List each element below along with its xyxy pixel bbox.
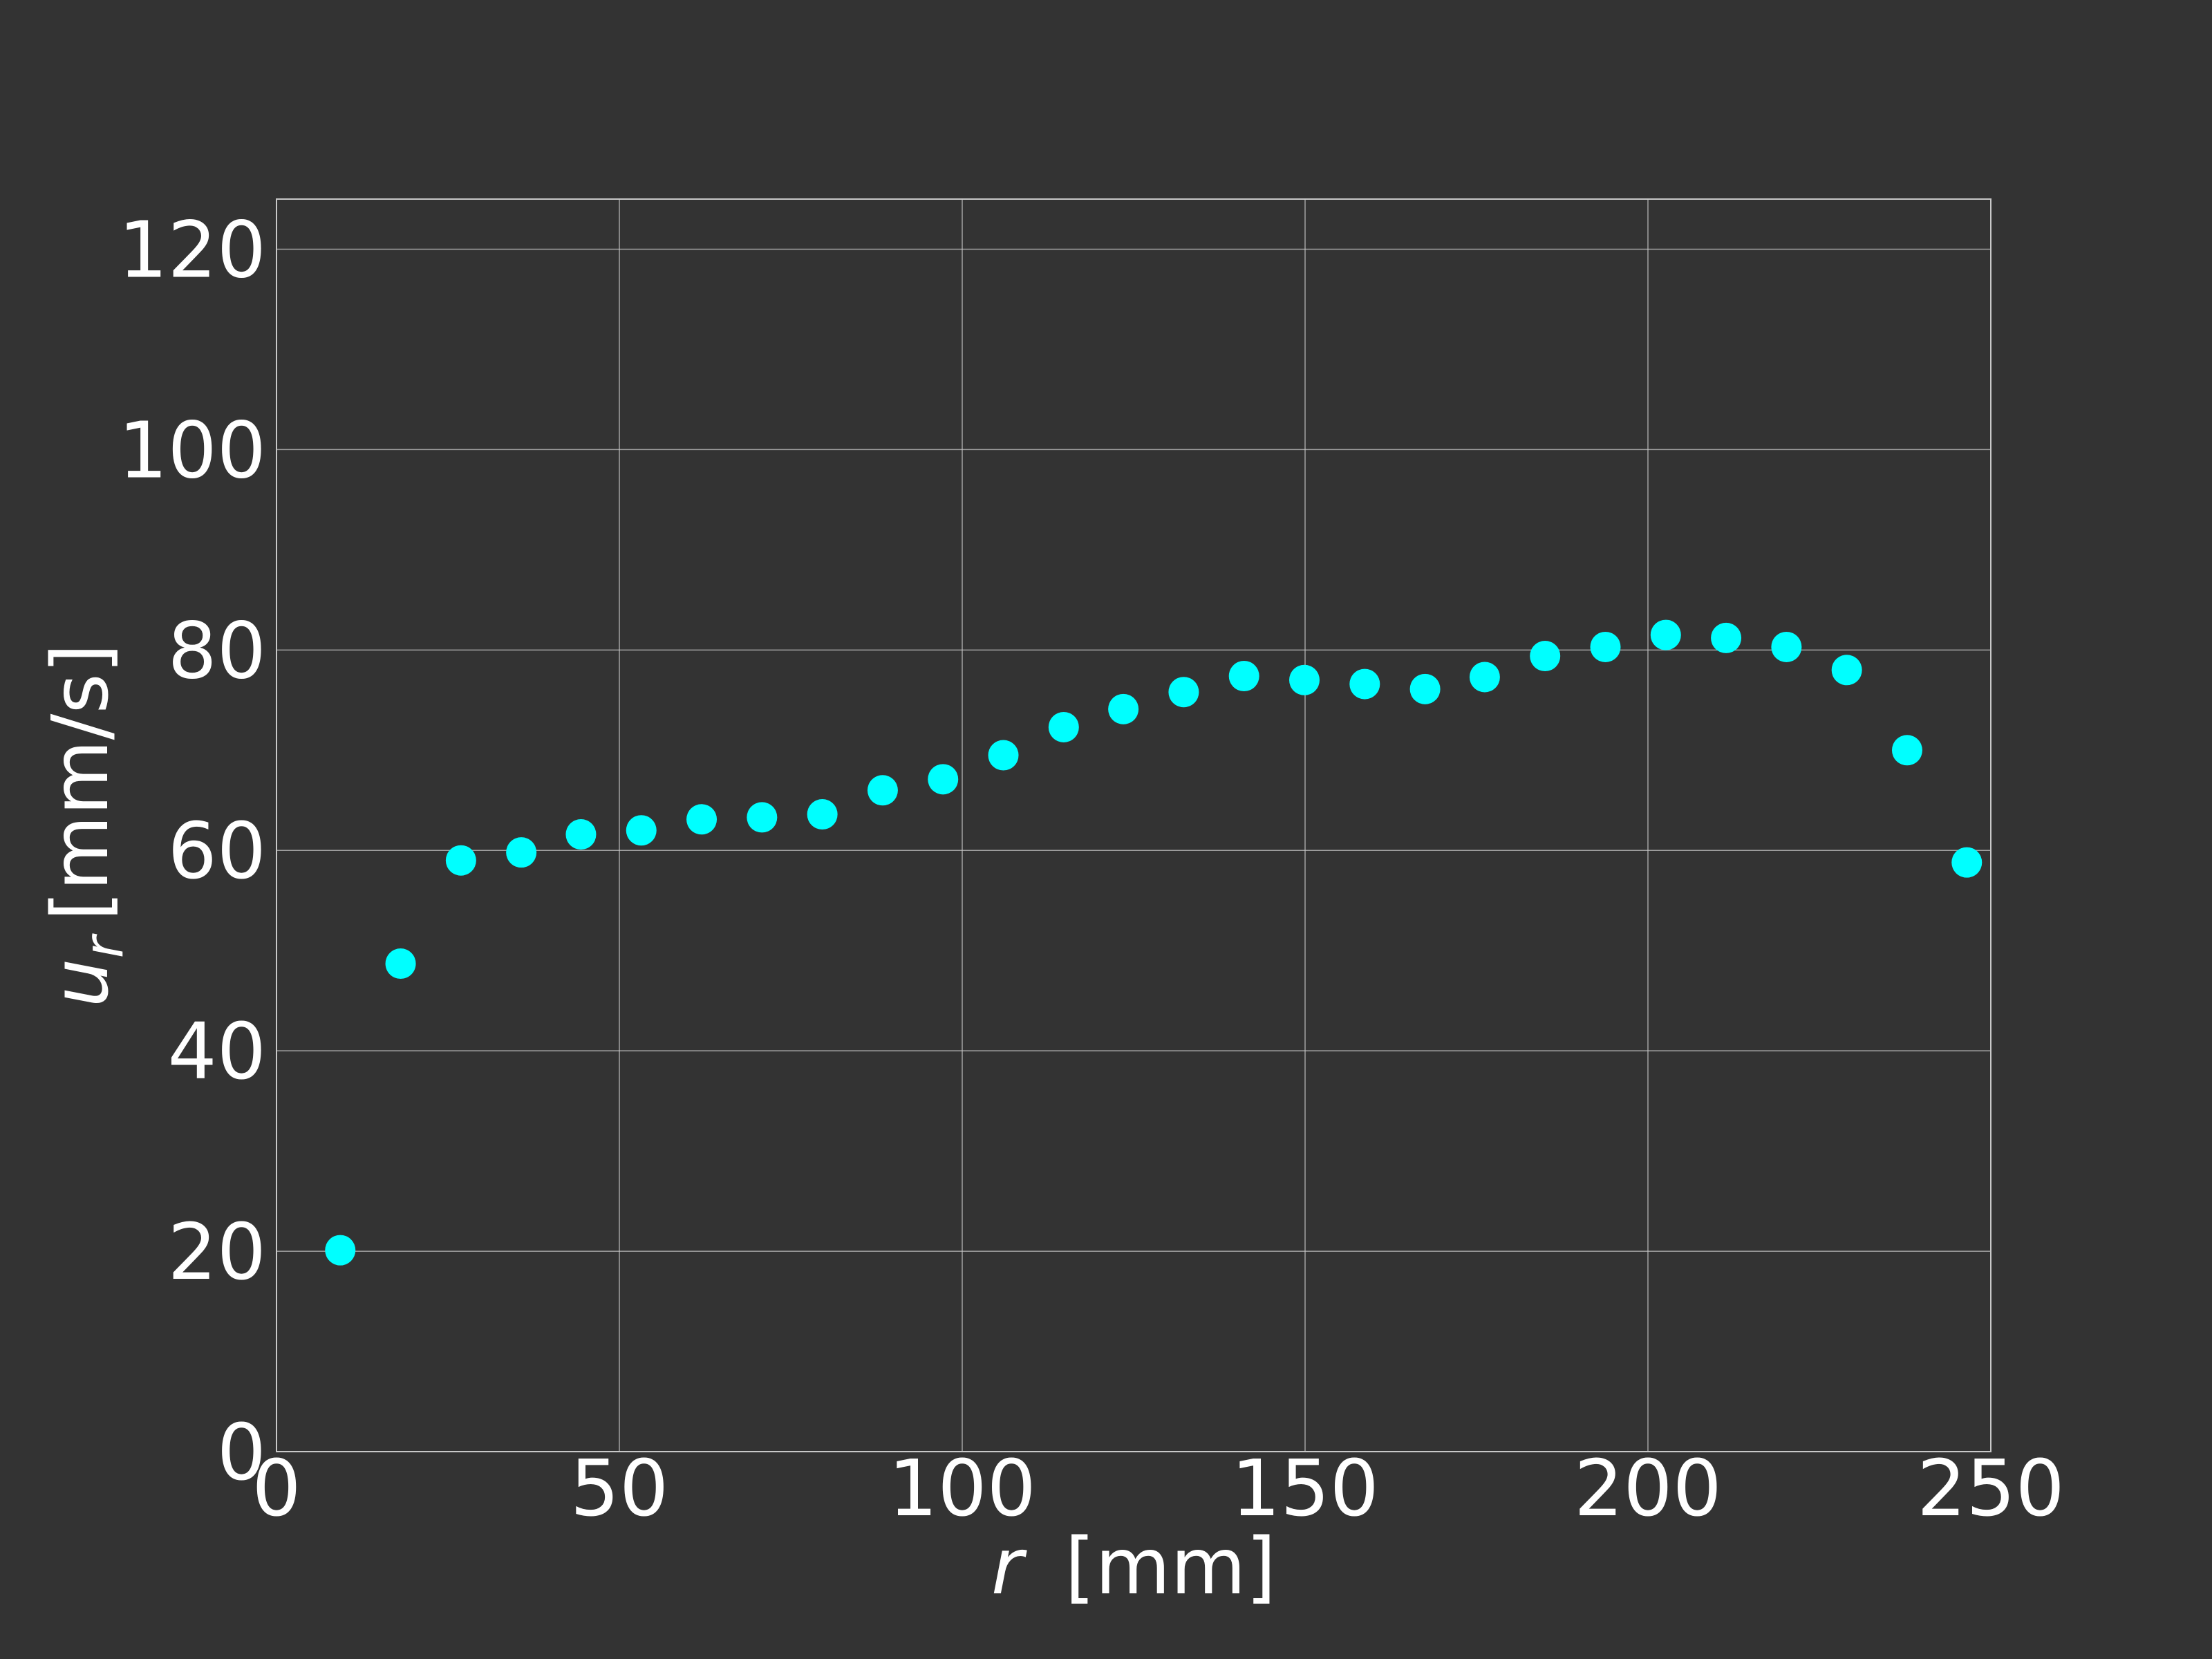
y-tick-label: 40: [167, 1007, 266, 1097]
data-point: [1048, 711, 1079, 742]
data-point: [445, 845, 476, 876]
data-point: [1469, 662, 1500, 693]
y-tick-label: 0: [217, 1408, 266, 1498]
x-tick-label: 100: [888, 1444, 1036, 1534]
data-point: [385, 948, 416, 980]
x-tick-label: 150: [1231, 1444, 1379, 1534]
y-axis-subscript: r: [73, 932, 135, 958]
data-point: [626, 815, 657, 846]
y-tick-label: 20: [167, 1208, 266, 1297]
data-point: [686, 804, 718, 835]
data-point: [1108, 693, 1139, 724]
data-point: [1891, 735, 1922, 766]
x-axis-label: r [mm]: [991, 1522, 1276, 1612]
x-tick-label: 250: [1917, 1444, 2065, 1534]
data-point: [1349, 668, 1380, 700]
data-point: [1228, 661, 1259, 692]
data-point: [1168, 677, 1199, 708]
data-point: [565, 819, 597, 850]
data-point: [1951, 847, 1983, 878]
data-point: [1289, 664, 1320, 695]
y-axis-label: ur [mm/s]: [36, 644, 135, 1008]
data-point: [928, 764, 959, 795]
data-point: [506, 837, 537, 868]
data-point: [747, 802, 778, 833]
y-tick-label: 100: [118, 406, 266, 496]
y-tick-label: 80: [167, 606, 266, 696]
data-point: [1530, 641, 1561, 672]
data-point: [1771, 631, 1802, 662]
y-tick-label: 60: [167, 807, 266, 897]
y-axis-variable: u: [36, 958, 126, 1007]
data-point: [1409, 673, 1441, 704]
data-points: [325, 619, 1983, 1266]
data-point: [1650, 619, 1681, 650]
grid: [276, 199, 1991, 1452]
x-axis-unit: [mm]: [1065, 1522, 1277, 1612]
data-point: [1590, 631, 1621, 662]
data-point: [325, 1235, 356, 1266]
y-axis-unit: [mm/s]: [36, 644, 126, 921]
x-tick-label: 0: [252, 1444, 301, 1534]
data-point: [807, 799, 838, 830]
y-tick-label: 120: [118, 205, 266, 295]
x-tick-label: 200: [1574, 1444, 1722, 1534]
x-tick-label: 50: [570, 1444, 669, 1534]
data-point: [1831, 655, 1862, 686]
data-point: [988, 740, 1019, 771]
plot-frame: [276, 198, 1991, 1452]
y-tick-labels: 0 20 40 60 80 100 120: [118, 205, 266, 1498]
data-point: [1711, 622, 1742, 653]
x-axis-variable: r: [991, 1522, 1027, 1612]
data-point: [867, 775, 898, 806]
x-tick-labels: 0 50 100 150 200 250: [252, 1444, 2065, 1534]
